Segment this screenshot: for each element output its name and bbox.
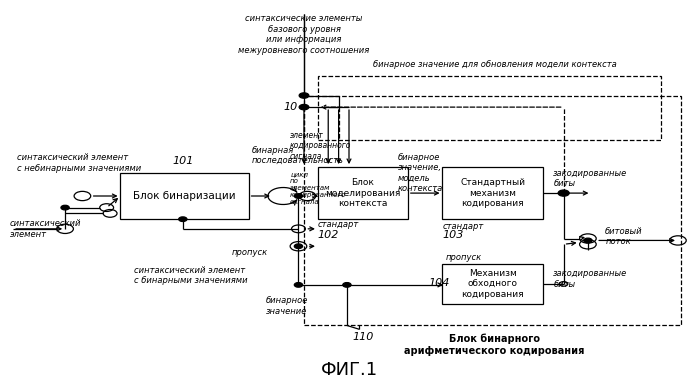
Circle shape xyxy=(558,190,569,196)
Text: 104: 104 xyxy=(429,278,450,288)
Bar xyxy=(304,96,681,325)
Circle shape xyxy=(61,205,69,210)
Text: Блок
моделирования
контекста: Блок моделирования контекста xyxy=(325,178,401,208)
Text: Механизм
обходного
кодирования: Механизм обходного кодирования xyxy=(461,269,524,299)
Text: битовый
поток: битовый поток xyxy=(605,227,643,246)
Text: Блок бинарного
арифметического кодирования: Блок бинарного арифметического кодирован… xyxy=(404,334,585,356)
Text: синтаксический элемент
с небинарными значениями: синтаксический элемент с небинарными зна… xyxy=(17,153,141,173)
Text: закодированные
биты: закодированные биты xyxy=(554,269,628,289)
Text: бинарное
значение,
модель
контекста: бинарное значение, модель контекста xyxy=(397,153,443,193)
Text: бинарное
значение: бинарное значение xyxy=(266,296,309,316)
Text: синтаксический элемент
с бинарными значениями: синтаксический элемент с бинарными значе… xyxy=(134,265,248,285)
Circle shape xyxy=(299,104,309,110)
Bar xyxy=(318,167,408,219)
Text: 103: 103 xyxy=(443,230,464,240)
Text: Стандартный
механизм
кодирования: Стандартный механизм кодирования xyxy=(460,178,525,208)
Text: стандарт: стандарт xyxy=(318,220,359,229)
Text: 102: 102 xyxy=(318,230,339,240)
Text: Блок бинаризации: Блок бинаризации xyxy=(133,191,236,201)
Text: пропуск: пропуск xyxy=(231,247,267,256)
Text: пропуск: пропуск xyxy=(446,253,482,262)
Text: бинарная
последовательность: бинарная последовательность xyxy=(252,146,344,165)
Text: синтаксический
элемент: синтаксический элемент xyxy=(10,219,81,239)
Bar xyxy=(443,167,543,219)
Text: ФИГ.1: ФИГ.1 xyxy=(320,361,378,379)
Text: элемент
кодированного
сигнала: элемент кодированного сигнала xyxy=(290,131,352,161)
Text: синтаксические элементы
базового уровня
или информация
межуровневого соотношения: синтаксические элементы базового уровня … xyxy=(238,15,370,54)
Circle shape xyxy=(295,194,303,198)
Text: 10: 10 xyxy=(283,102,297,112)
Text: 101: 101 xyxy=(172,156,194,166)
Bar xyxy=(443,264,543,304)
Text: стандарт: стандарт xyxy=(443,222,484,231)
Circle shape xyxy=(343,283,351,287)
Bar xyxy=(318,76,660,140)
Circle shape xyxy=(179,217,187,221)
Text: 110: 110 xyxy=(352,332,374,342)
Circle shape xyxy=(295,244,303,249)
Circle shape xyxy=(584,238,592,243)
Circle shape xyxy=(299,93,309,98)
Text: бинарное значение для обновления модели контекста: бинарное значение для обновления модели … xyxy=(373,60,616,69)
Bar xyxy=(121,173,248,219)
Text: закодированные
биты: закодированные биты xyxy=(554,169,628,188)
Circle shape xyxy=(295,283,303,287)
Text: цикл
по
элементам
кодированного
сигнала: цикл по элементам кодированного сигнала xyxy=(290,171,346,205)
